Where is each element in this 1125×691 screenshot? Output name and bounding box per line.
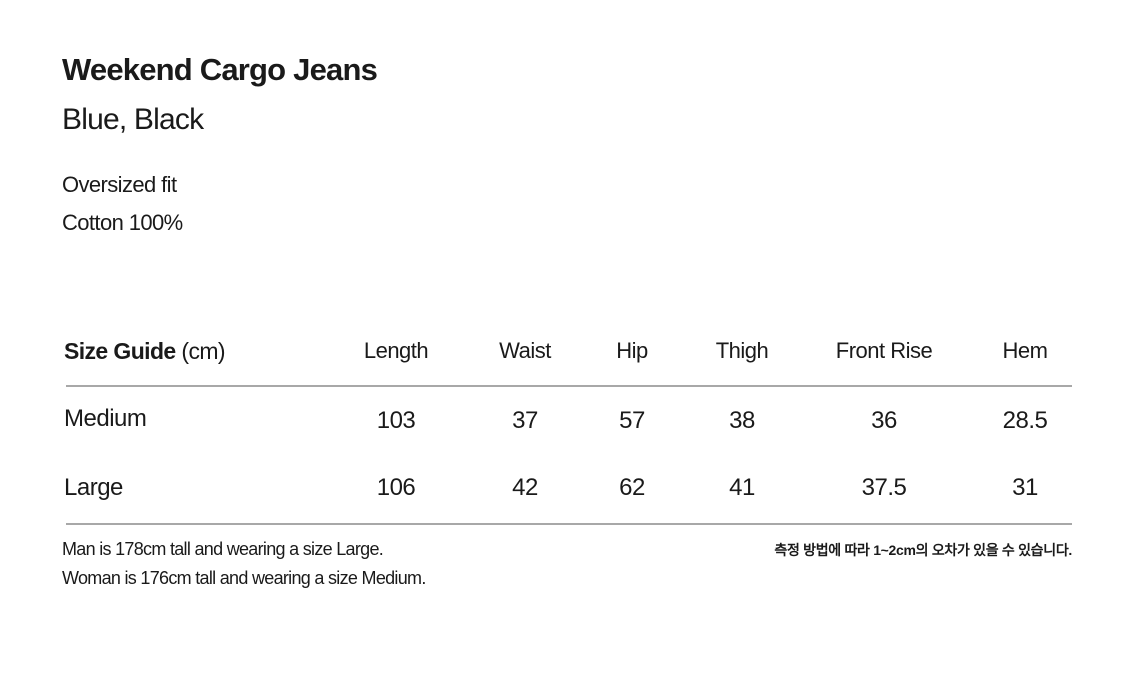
cell: 31 (1012, 474, 1038, 501)
cell: 36 (871, 407, 897, 434)
cell: 106 (376, 474, 416, 501)
column-header-front-rise: Front Rise (835, 338, 933, 363)
cell: 37.5 (861, 474, 907, 501)
product-title: Weekend Cargo Jeans (62, 52, 378, 87)
cell: 62 (619, 474, 645, 501)
row-label-large: Large (64, 474, 123, 501)
column-header-hem: Hem (1002, 338, 1048, 363)
model-note-woman: Woman is 176cm tall and wearing a size M… (62, 568, 426, 588)
cell: 41 (729, 474, 755, 501)
table-divider-top (66, 385, 1072, 387)
cell: 37 (512, 407, 538, 434)
cell: 38 (729, 407, 755, 434)
product-colors: Blue, Black (62, 103, 204, 136)
size-guide-title: Size Guide (64, 338, 176, 364)
size-guide-unit: (cm) (181, 338, 225, 364)
model-note-man: Man is 178cm tall and wearing a size Lar… (62, 539, 384, 559)
column-header-waist: Waist (499, 338, 551, 363)
cell: 28.5 (1002, 407, 1048, 434)
measurement-tolerance-note: 측정 방법에 따라 1~2cm의 오차가 있을 수 있습니다. (774, 542, 1072, 558)
table-divider-bottom (66, 523, 1072, 525)
cell: 103 (376, 407, 416, 434)
cell: 42 (512, 474, 538, 501)
row-label-medium: Medium (64, 405, 147, 432)
size-guide-heading: Size Guide (cm) (64, 338, 226, 365)
cell: 57 (619, 407, 645, 434)
column-header-hip: Hip (616, 338, 648, 363)
column-header-thigh: Thigh (715, 338, 769, 363)
product-material: Cotton 100% (62, 210, 183, 235)
product-fit: Oversized fit (62, 172, 177, 197)
column-header-length: Length (363, 338, 429, 363)
